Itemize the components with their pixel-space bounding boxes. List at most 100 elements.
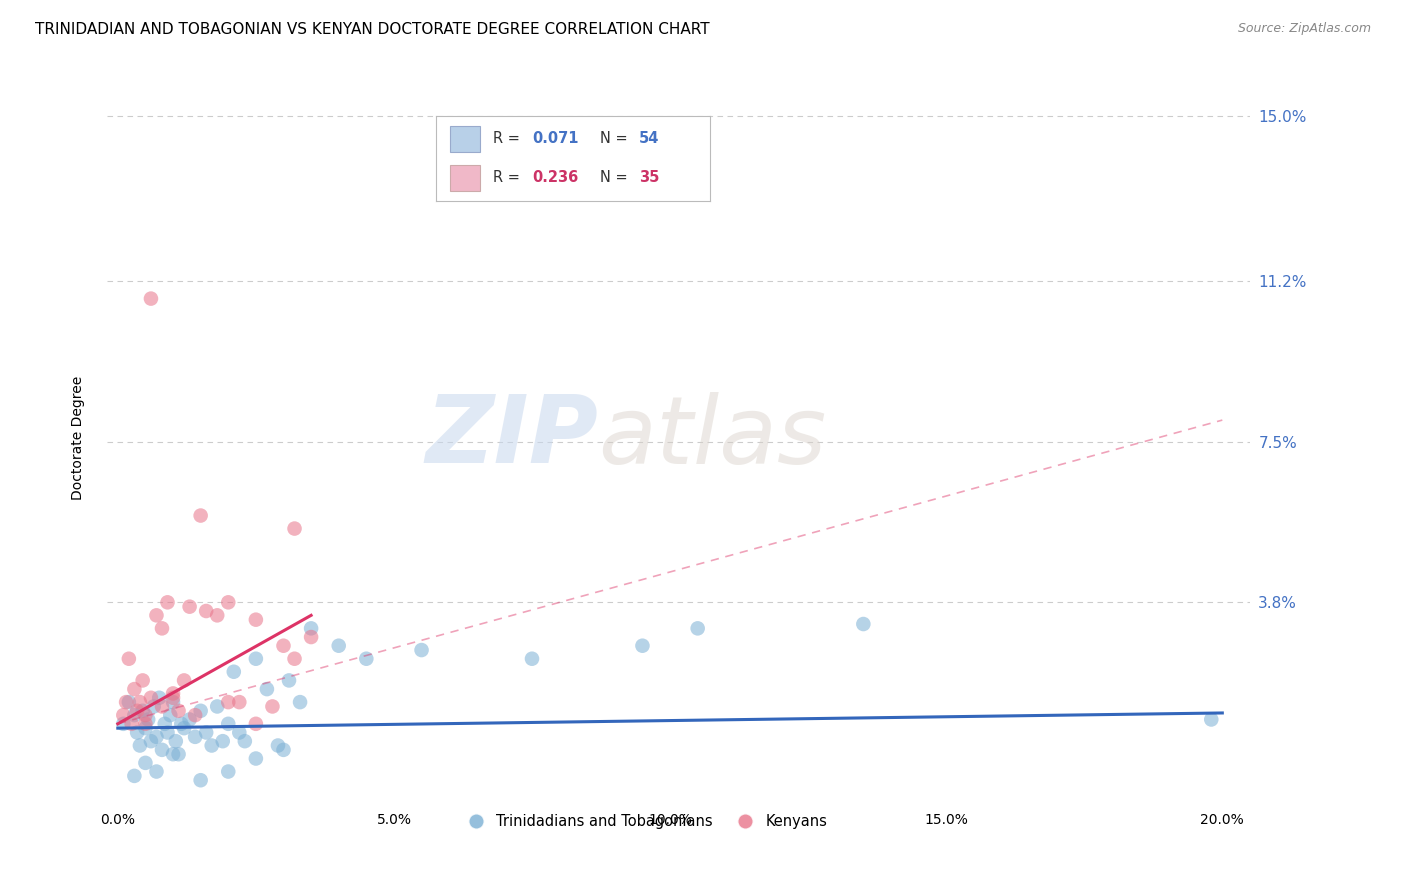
- Point: [299, 621, 322, 635]
- Point: [267, 739, 290, 753]
- Point: [245, 651, 267, 665]
- Point: [148, 690, 170, 705]
- Text: N =: N =: [600, 170, 633, 186]
- Point: [165, 734, 187, 748]
- Point: [129, 695, 152, 709]
- Point: [162, 747, 184, 762]
- Point: [127, 704, 149, 718]
- Point: [131, 704, 153, 718]
- Point: [278, 673, 301, 688]
- Point: [112, 708, 135, 723]
- Point: [631, 639, 654, 653]
- Point: [245, 613, 267, 627]
- Point: [852, 617, 875, 632]
- Point: [299, 630, 322, 644]
- Point: [129, 739, 152, 753]
- Point: [115, 695, 138, 709]
- Y-axis label: Doctorate Degree: Doctorate Degree: [72, 376, 86, 500]
- Point: [145, 730, 167, 744]
- Point: [124, 682, 146, 697]
- Point: [283, 651, 305, 665]
- Point: [217, 716, 239, 731]
- Text: ZIP: ZIP: [426, 392, 599, 483]
- Point: [222, 665, 245, 679]
- Point: [686, 621, 709, 635]
- Point: [245, 716, 267, 731]
- Point: [211, 734, 233, 748]
- Point: [173, 673, 195, 688]
- Point: [118, 651, 141, 665]
- Point: [153, 716, 176, 731]
- Point: [411, 643, 433, 657]
- Point: [156, 725, 179, 739]
- Point: [283, 522, 305, 536]
- Point: [162, 695, 184, 709]
- Point: [124, 708, 146, 723]
- Point: [328, 639, 350, 653]
- Bar: [450, 126, 479, 152]
- Point: [139, 292, 162, 306]
- Point: [139, 690, 162, 705]
- Point: [190, 508, 212, 523]
- Point: [134, 721, 156, 735]
- Point: [156, 595, 179, 609]
- Point: [179, 713, 201, 727]
- Bar: [450, 165, 479, 191]
- Point: [520, 651, 543, 665]
- Text: N =: N =: [600, 131, 633, 146]
- Text: 54: 54: [638, 131, 659, 146]
- Point: [256, 682, 278, 697]
- Point: [145, 764, 167, 779]
- Point: [131, 673, 153, 688]
- Point: [145, 608, 167, 623]
- Point: [142, 699, 165, 714]
- Point: [273, 639, 295, 653]
- Point: [228, 695, 250, 709]
- Point: [112, 716, 135, 731]
- Point: [228, 725, 250, 739]
- Point: [118, 695, 141, 709]
- Point: [1201, 713, 1223, 727]
- Point: [217, 695, 239, 709]
- Point: [205, 699, 228, 714]
- Point: [167, 747, 190, 762]
- Point: [139, 734, 162, 748]
- Point: [159, 708, 181, 723]
- Point: [288, 695, 311, 709]
- Point: [190, 704, 212, 718]
- Point: [195, 604, 218, 618]
- Point: [201, 739, 224, 753]
- Point: [134, 716, 156, 731]
- Text: atlas: atlas: [599, 392, 827, 483]
- Point: [173, 721, 195, 735]
- Point: [136, 713, 159, 727]
- Point: [179, 599, 201, 614]
- Point: [184, 708, 207, 723]
- Point: [134, 708, 156, 723]
- Point: [162, 686, 184, 700]
- Point: [273, 743, 295, 757]
- Point: [127, 725, 149, 739]
- Text: 0.236: 0.236: [531, 170, 578, 186]
- Point: [121, 716, 143, 731]
- Text: R =: R =: [494, 170, 524, 186]
- Point: [150, 699, 173, 714]
- Text: R =: R =: [494, 131, 524, 146]
- Point: [195, 725, 218, 739]
- Point: [150, 743, 173, 757]
- Point: [217, 595, 239, 609]
- Text: 0.071: 0.071: [531, 131, 578, 146]
- Point: [134, 756, 156, 770]
- Point: [356, 651, 378, 665]
- Point: [233, 734, 256, 748]
- Point: [184, 730, 207, 744]
- Point: [217, 764, 239, 779]
- Point: [150, 621, 173, 635]
- Point: [124, 769, 146, 783]
- Point: [205, 608, 228, 623]
- Point: [245, 751, 267, 765]
- Legend: Trinidadians and Tobagonians, Kenyans: Trinidadians and Tobagonians, Kenyans: [456, 808, 832, 835]
- Text: Source: ZipAtlas.com: Source: ZipAtlas.com: [1237, 22, 1371, 36]
- Point: [167, 704, 190, 718]
- Point: [262, 699, 284, 714]
